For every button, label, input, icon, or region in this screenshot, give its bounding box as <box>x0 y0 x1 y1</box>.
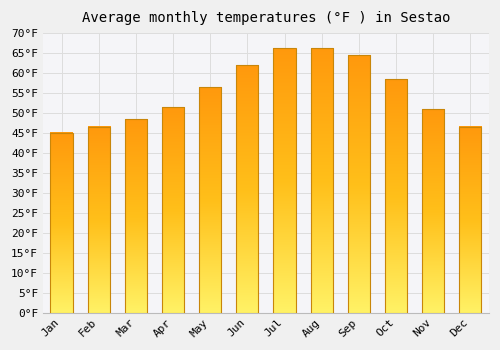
Bar <box>88 127 110 313</box>
Title: Average monthly temperatures (°F ) in Sestao: Average monthly temperatures (°F ) in Se… <box>82 11 450 25</box>
Bar <box>50 133 72 313</box>
Bar <box>162 107 184 313</box>
Bar <box>199 87 222 313</box>
Bar <box>422 109 444 313</box>
Bar <box>348 55 370 313</box>
Bar <box>385 79 407 313</box>
Bar <box>236 65 258 313</box>
Bar <box>124 119 147 313</box>
Bar <box>310 48 333 313</box>
Bar <box>274 48 295 313</box>
Bar <box>459 127 481 313</box>
